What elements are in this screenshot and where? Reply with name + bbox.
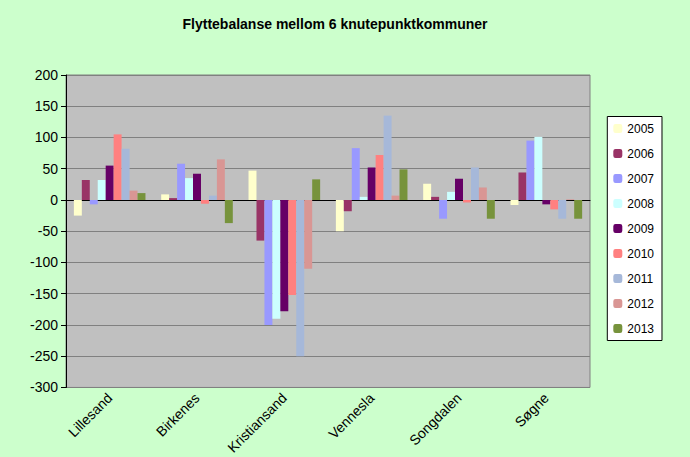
svg-text:-300: -300: [30, 379, 58, 395]
svg-text:100: 100: [35, 129, 59, 145]
svg-text:2010: 2010: [627, 247, 654, 261]
svg-text:Birkenes: Birkenes: [153, 390, 203, 440]
svg-text:150: 150: [35, 98, 59, 114]
svg-text:2005: 2005: [627, 122, 654, 136]
svg-text:-200: -200: [30, 317, 58, 333]
svg-text:-150: -150: [30, 286, 58, 302]
svg-text:Songdalen: Songdalen: [406, 390, 465, 449]
svg-text:0: 0: [50, 192, 58, 208]
svg-text:-100: -100: [30, 254, 58, 270]
svg-text:-50: -50: [38, 223, 58, 239]
svg-text:Søgne: Søgne: [512, 390, 553, 431]
svg-text:-250: -250: [30, 348, 58, 364]
svg-text:Lillesand: Lillesand: [65, 390, 115, 440]
svg-text:2012: 2012: [627, 297, 654, 311]
svg-text:2008: 2008: [627, 197, 654, 211]
svg-text:2013: 2013: [627, 322, 654, 336]
svg-text:2006: 2006: [627, 147, 654, 161]
svg-text:Vennesla: Vennesla: [325, 390, 377, 442]
svg-text:2007: 2007: [627, 172, 654, 186]
svg-text:2011: 2011: [627, 272, 653, 286]
svg-text:200: 200: [35, 67, 59, 83]
svg-text:Flyttebalanse mellom 6 knutepu: Flyttebalanse mellom 6 knutepunktkommune…: [183, 16, 489, 32]
svg-text:50: 50: [42, 161, 58, 177]
svg-text:2009: 2009: [627, 222, 654, 236]
svg-text:Kristiansand: Kristiansand: [224, 390, 290, 456]
